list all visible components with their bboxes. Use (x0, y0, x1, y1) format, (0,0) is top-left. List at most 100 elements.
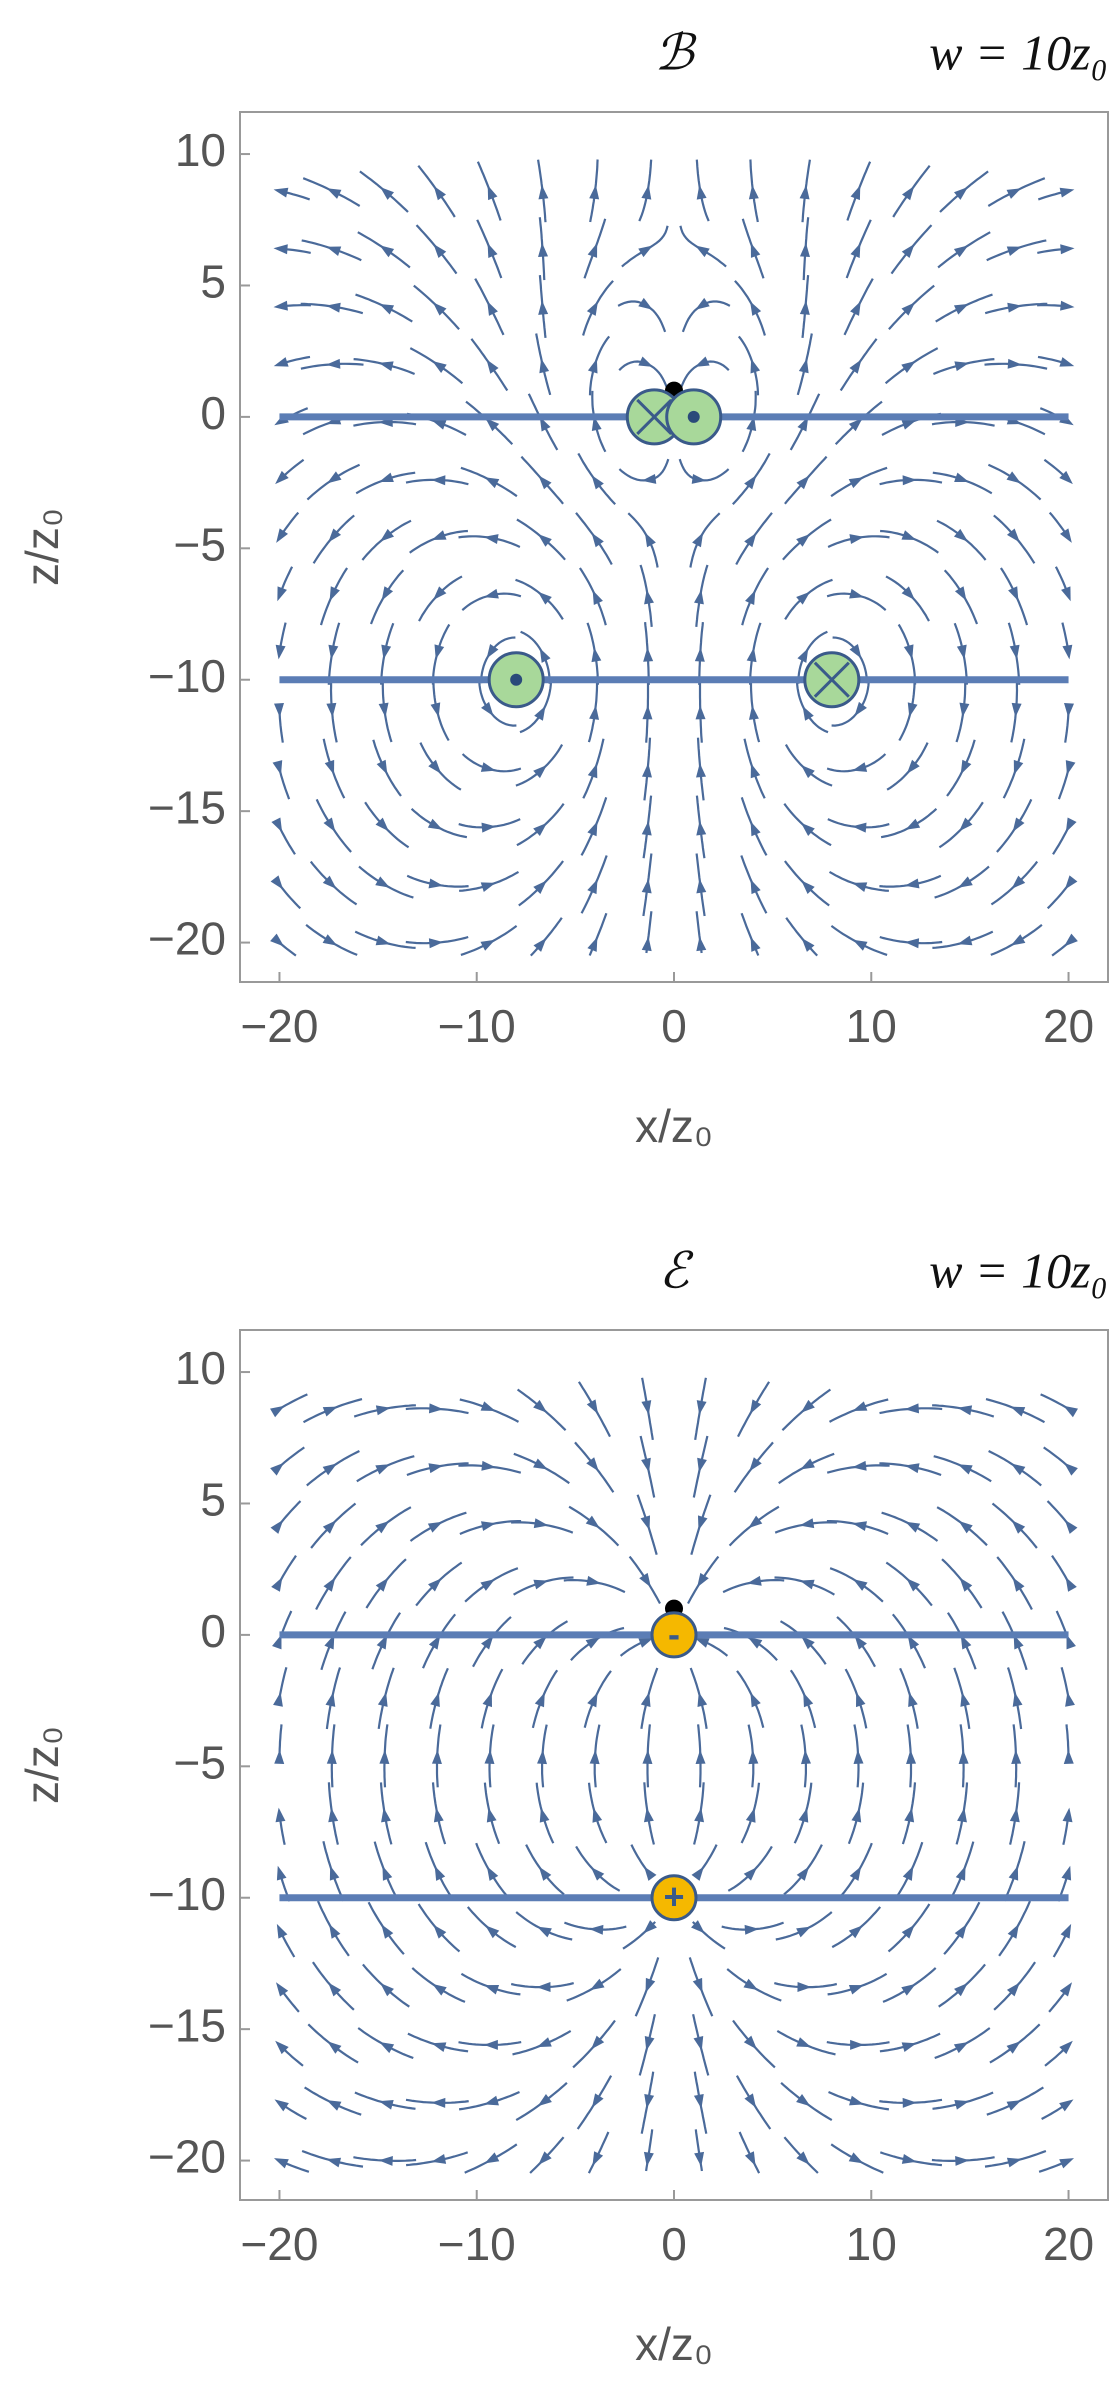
arrowhead (1006, 2157, 1022, 2168)
streamline (361, 519, 412, 561)
arrowhead (799, 242, 810, 257)
arrowhead (272, 1634, 282, 1650)
arrowhead (850, 2039, 865, 2050)
arrowhead (1064, 875, 1078, 890)
arrowhead (1008, 1865, 1019, 1881)
arrowhead (1008, 586, 1019, 602)
arrowhead (695, 245, 710, 258)
arrowhead (1006, 188, 1022, 199)
arrowhead (954, 586, 967, 601)
arrowhead (697, 1457, 707, 1473)
streamline (417, 1903, 461, 1953)
streamline (831, 1906, 882, 1949)
streamline (535, 1782, 555, 1844)
streamline (312, 514, 355, 564)
arrowhead (903, 644, 914, 660)
arrowhead (536, 1981, 551, 1992)
arrowhead (273, 187, 289, 198)
arrowhead (585, 1636, 601, 1649)
arrowhead (748, 705, 759, 720)
arrowhead (428, 1634, 441, 1650)
arrowhead (274, 2099, 289, 2112)
arrowhead (850, 243, 861, 258)
arrowhead (326, 358, 341, 369)
streamline (844, 1668, 868, 1729)
arrowhead (323, 817, 336, 832)
streamline (993, 514, 1036, 564)
arrowhead (960, 759, 972, 775)
arrowhead (272, 760, 283, 775)
arrowhead (641, 1457, 651, 1473)
arrowhead (534, 1692, 545, 1708)
arrowhead (796, 2151, 810, 2165)
streamline (460, 925, 518, 956)
arrowhead (480, 882, 496, 892)
streamline (789, 1669, 817, 1729)
arrowhead (643, 647, 654, 662)
arrowhead (271, 817, 283, 833)
arrowhead (586, 1399, 599, 1415)
arrowhead (1065, 817, 1077, 833)
streamline (885, 1561, 933, 1607)
arrowhead (434, 644, 445, 660)
arrowhead (638, 297, 653, 310)
arrowhead (1006, 1982, 1020, 1997)
arrowhead (640, 1692, 651, 1707)
arrowhead (1062, 1807, 1073, 1823)
arrowhead (322, 934, 338, 946)
arrowhead (431, 2042, 447, 2052)
arrowhead (796, 533, 811, 547)
plot-frame (239, 111, 1109, 983)
arrowhead (486, 1866, 499, 1881)
arrowhead (431, 1749, 442, 1765)
arrowhead (853, 1579, 868, 1591)
arrowhead (379, 472, 394, 483)
arrowhead (803, 1692, 814, 1708)
arrowhead (1063, 1749, 1074, 1764)
arrowhead (1059, 528, 1072, 543)
streamline (583, 1670, 612, 1728)
y-tick-label: 10 (175, 1342, 226, 1394)
arrowhead (694, 1807, 705, 1823)
arrowhead (323, 1577, 336, 1592)
arrowhead (484, 2152, 500, 2164)
arrowhead (850, 185, 861, 201)
arrowhead (797, 1981, 812, 1992)
streamline (936, 1506, 988, 1547)
y-axis-label: z/z₀ (16, 1726, 68, 1804)
streamline (932, 358, 995, 376)
y-tick-label: −20 (148, 2131, 226, 2183)
arrowhead (745, 1807, 756, 1823)
streamline (353, 358, 416, 376)
streamline (419, 742, 462, 791)
arrowhead (379, 245, 395, 258)
arrowhead (959, 1577, 973, 1592)
arrowhead (908, 1692, 918, 1708)
arrowhead (270, 933, 285, 947)
arrowhead (854, 1635, 867, 1650)
arrowhead (428, 938, 444, 949)
arrowhead (904, 1403, 920, 1414)
arrowhead (592, 2151, 604, 2166)
arrowhead (1006, 2041, 1021, 2054)
arrowhead (586, 1457, 599, 1472)
arrowhead (750, 763, 761, 779)
arrowhead (744, 532, 757, 548)
y-tick-label: −15 (148, 781, 226, 833)
arrowhead (273, 1692, 283, 1707)
arrowhead (856, 1692, 866, 1708)
arrowhead (746, 647, 757, 663)
arrowhead (853, 1749, 864, 1765)
arrowhead (591, 2093, 604, 2108)
streamline (829, 1567, 884, 1603)
arrowhead (480, 762, 496, 772)
streamline (582, 280, 614, 336)
arrowhead (641, 184, 652, 200)
y-tick-label: 5 (200, 1474, 226, 1526)
arrowhead (640, 1515, 651, 1531)
streamline (306, 463, 361, 501)
streamline (530, 917, 563, 957)
streamline (886, 742, 929, 791)
arrowhead (902, 1866, 914, 1881)
